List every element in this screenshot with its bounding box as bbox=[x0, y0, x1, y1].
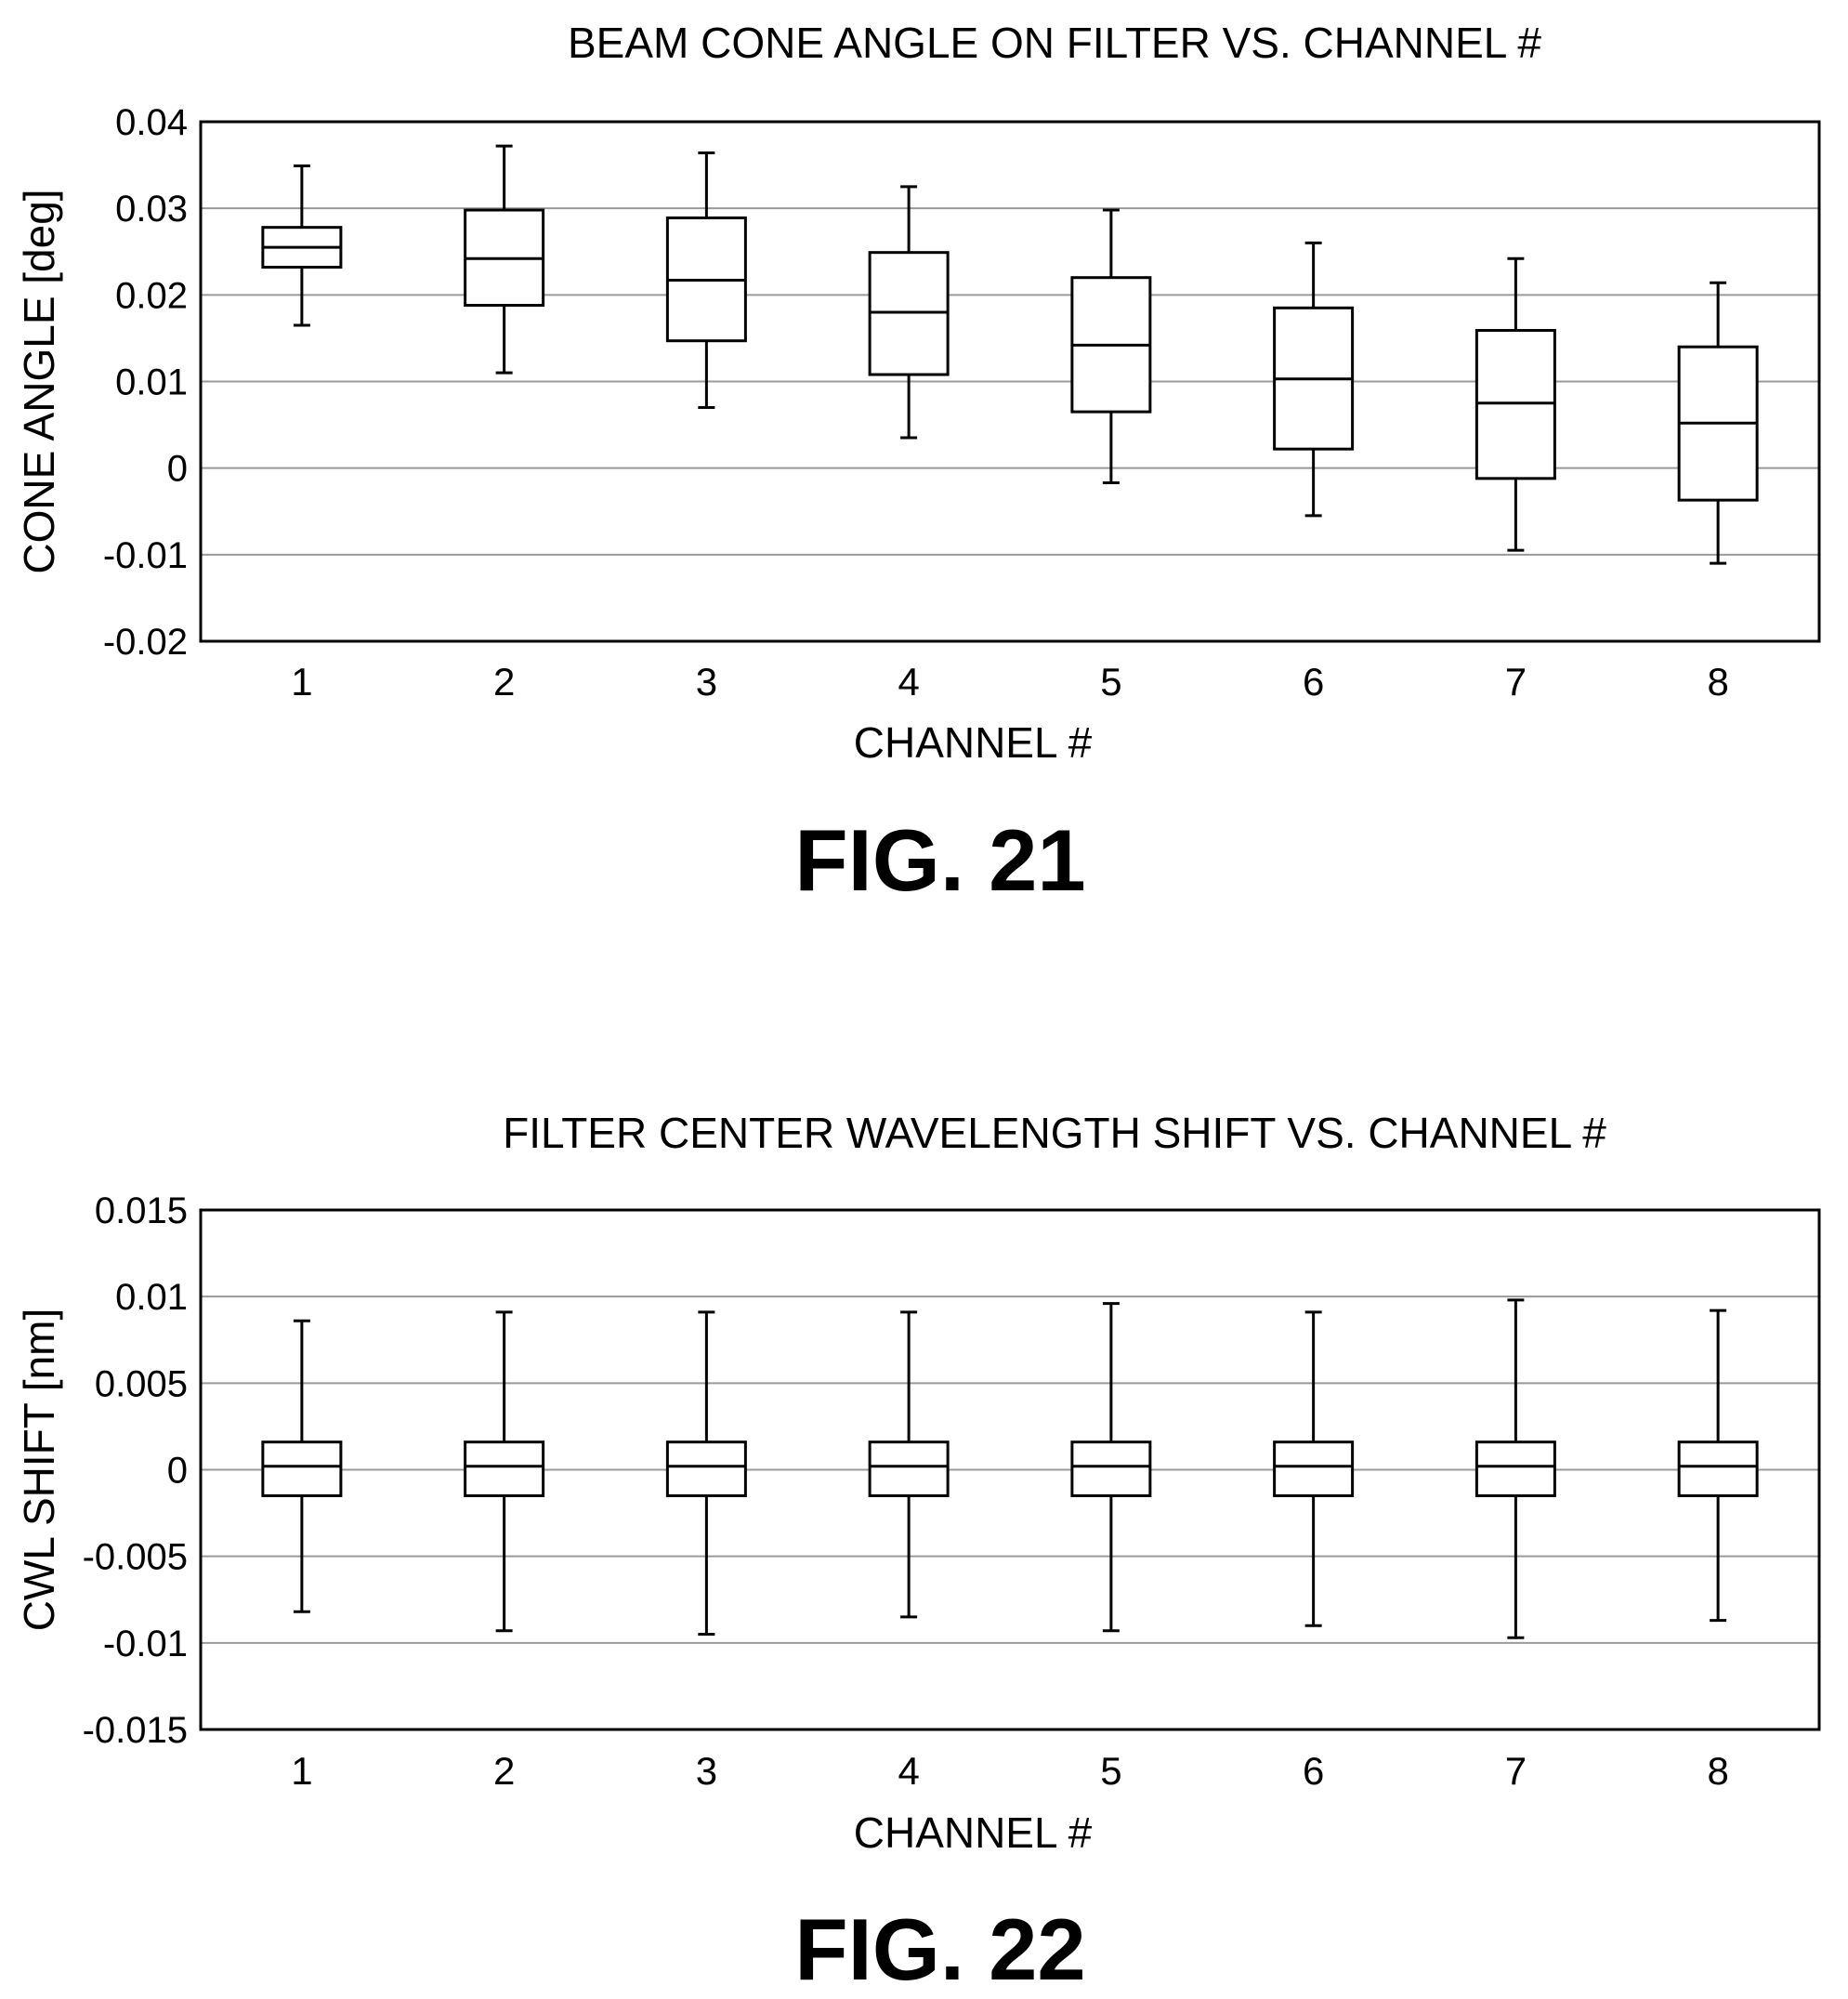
y-tick-label: -0.005 bbox=[83, 1537, 188, 1578]
chart-title: FILTER CENTER WAVELENGTH SHIFT VS. CHANN… bbox=[503, 1109, 1606, 1157]
box-plot-channel-8 bbox=[1677, 1309, 1759, 1623]
x-axis-label: CHANNEL # bbox=[854, 1808, 1093, 1857]
x-tick-label: 4 bbox=[898, 1749, 919, 1793]
x-axis-label: CHANNEL # bbox=[854, 718, 1093, 767]
x-tick-label: 8 bbox=[1707, 1749, 1728, 1793]
box-plot-channel-3 bbox=[665, 151, 747, 409]
y-tick-label: 0.005 bbox=[95, 1363, 188, 1404]
chart-1: BEAM CONE ANGLE ON FILTER VS. CHANNEL # 0… bbox=[15, 19, 1821, 767]
x-tick-label: 2 bbox=[493, 1749, 515, 1793]
y-tick-label: 0.04 bbox=[115, 102, 188, 143]
y-tick-label: -0.01 bbox=[103, 535, 188, 576]
box-plot-channel-2 bbox=[464, 144, 545, 375]
chart-title: BEAM CONE ANGLE ON FILTER VS. CHANNEL # bbox=[568, 19, 1541, 67]
x-tick-label: 7 bbox=[1505, 660, 1527, 704]
chart-2: FILTER CENTER WAVELENGTH SHIFT VS. CHANN… bbox=[15, 1109, 1821, 1857]
y-tick-label: -0.015 bbox=[83, 1710, 188, 1751]
box-plot-channel-8 bbox=[1677, 281, 1759, 565]
y-tick-label: 0.01 bbox=[115, 1277, 188, 1318]
y-tick-label: 0 bbox=[167, 449, 188, 490]
box-plot-channel-5 bbox=[1070, 1302, 1152, 1633]
iqr-box bbox=[665, 1440, 747, 1497]
x-tick-label: 1 bbox=[291, 1749, 312, 1793]
iqr-box bbox=[464, 1440, 545, 1497]
x-tick-label: 2 bbox=[493, 660, 515, 704]
box-plot-channel-7 bbox=[1474, 256, 1556, 552]
iqr-box bbox=[261, 1440, 343, 1497]
y-tick-label: 0 bbox=[167, 1451, 188, 1492]
figure-22-label: FIG. 22 bbox=[794, 1900, 1085, 1998]
iqr-box bbox=[1677, 1440, 1759, 1497]
x-tick-label: 6 bbox=[1303, 660, 1324, 704]
x-tick-label: 5 bbox=[1100, 1749, 1121, 1793]
box-plot-channel-1 bbox=[261, 1319, 343, 1613]
y-axis-label: CWL SHIFT [nm] bbox=[15, 1309, 63, 1632]
iqr-box bbox=[1070, 1440, 1152, 1497]
x-tick-label: 7 bbox=[1505, 1749, 1527, 1793]
box-plot-channel-3 bbox=[665, 1310, 747, 1637]
y-tick-label: 0.02 bbox=[115, 275, 188, 316]
box-plot-channel-4 bbox=[868, 1310, 950, 1619]
x-tick-label: 3 bbox=[696, 1749, 717, 1793]
box-plot-channel-2 bbox=[464, 1310, 545, 1633]
x-tick-label: 1 bbox=[291, 660, 312, 704]
x-tick-label: 8 bbox=[1707, 660, 1728, 704]
box-plot-channel-5 bbox=[1070, 208, 1152, 485]
plot-frame bbox=[199, 120, 1821, 643]
iqr-box bbox=[1474, 1440, 1556, 1497]
box-plot-channel-7 bbox=[1474, 1298, 1556, 1639]
y-tick-label: 0.01 bbox=[115, 362, 188, 403]
iqr-box bbox=[868, 1440, 950, 1497]
box-plot-channel-4 bbox=[868, 185, 950, 440]
y-tick-label: 0.03 bbox=[115, 189, 188, 230]
box-plot-channel-1 bbox=[261, 164, 343, 327]
figure-21-label: FIG. 21 bbox=[794, 811, 1085, 909]
x-tick-label: 5 bbox=[1100, 660, 1121, 704]
box-plot-channel-6 bbox=[1273, 241, 1355, 518]
x-tick-label: 6 bbox=[1303, 1749, 1324, 1793]
iqr-box bbox=[1273, 1440, 1355, 1497]
x-tick-label: 3 bbox=[696, 660, 717, 704]
plot-frame bbox=[199, 1208, 1821, 1731]
y-axis-label: CONE ANGLE [deg] bbox=[15, 189, 63, 573]
box-plot-channel-6 bbox=[1273, 1310, 1355, 1627]
y-tick-label: -0.02 bbox=[103, 622, 188, 663]
y-tick-label: -0.01 bbox=[103, 1624, 188, 1664]
x-tick-label: 4 bbox=[898, 660, 919, 704]
y-tick-label: 0.015 bbox=[95, 1190, 188, 1231]
